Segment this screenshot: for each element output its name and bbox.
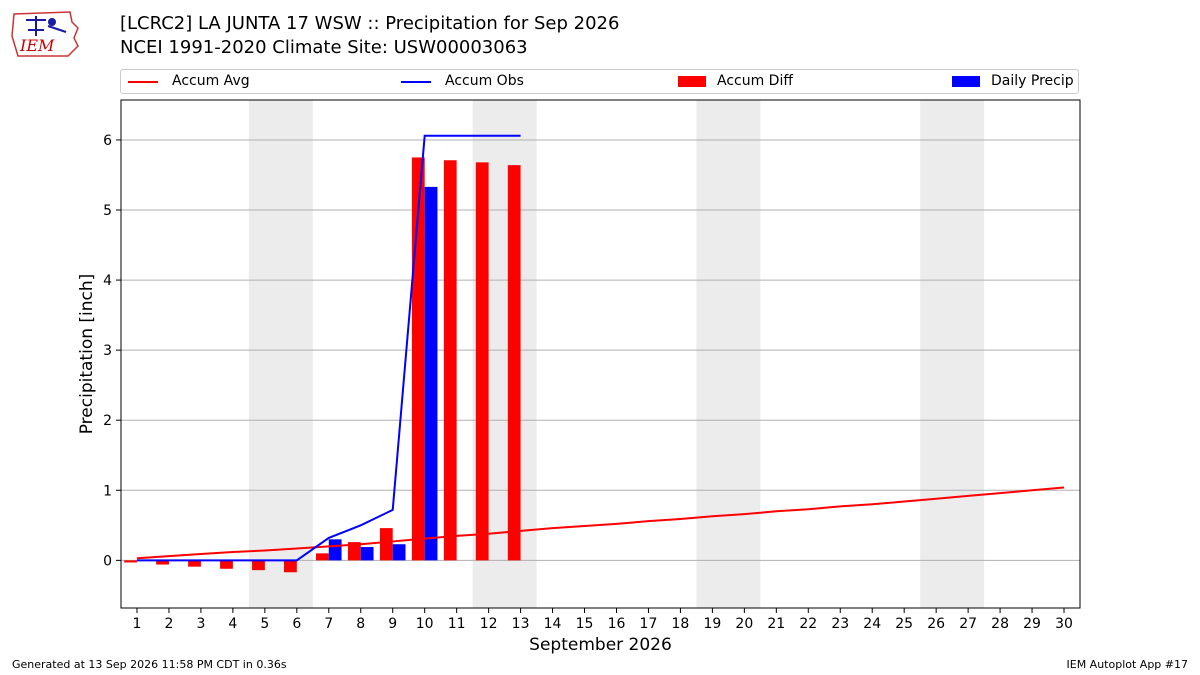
y-tick-label: 1 — [103, 483, 112, 499]
x-tick-label: 29 — [1023, 616, 1041, 632]
x-tick-label: 7 — [324, 616, 333, 632]
daily-precip-bar — [392, 544, 406, 561]
accum-diff-bar — [156, 560, 169, 565]
x-tick-label: 13 — [512, 616, 530, 632]
y-tick-label: 5 — [103, 203, 112, 219]
logo-text: IEM — [19, 36, 55, 55]
accum-diff-bar — [443, 160, 457, 561]
accum-diff-bar — [507, 165, 521, 561]
accum-diff-bar — [188, 560, 201, 567]
x-tick-label: 9 — [388, 616, 397, 632]
x-tick-label: 27 — [959, 616, 977, 632]
accum-diff-bar — [220, 560, 233, 569]
accum-diff-bar — [475, 162, 489, 561]
weekend-band — [696, 100, 761, 608]
app-label: IEM Autoplot App #17 — [1066, 658, 1189, 671]
x-axis-label: September 2026 — [529, 635, 672, 655]
x-tick-label: 17 — [640, 616, 658, 632]
legend-label: Accum Diff — [717, 73, 794, 89]
accum-avg-line — [136, 486, 1065, 560]
y-tick-label: 6 — [103, 133, 112, 149]
y-tick-label: 4 — [103, 273, 112, 289]
y-tick-label: 3 — [103, 343, 112, 359]
plot-frame — [120, 99, 1081, 609]
x-tick-label: 16 — [608, 616, 626, 632]
accum-diff-bar — [315, 553, 329, 561]
accum-diff-bar — [284, 560, 297, 573]
y-tick-label: 2 — [103, 413, 112, 429]
y-tick-label: 0 — [103, 553, 112, 569]
accum-diff-bar — [379, 528, 393, 561]
accum-diff-bar — [252, 560, 265, 571]
daily-precip-bar — [328, 539, 342, 561]
daily-precip-bar — [424, 186, 438, 561]
x-tick-label: 12 — [480, 616, 498, 632]
x-tick-label: 5 — [260, 616, 269, 632]
chart-subtitle: NCEI 1991-2020 Climate Site: USW00003063 — [120, 37, 528, 58]
legend-swatch — [678, 76, 706, 87]
x-tick-label: 8 — [356, 616, 365, 632]
x-tick-label: 4 — [228, 616, 237, 632]
x-tick-label: 3 — [196, 616, 205, 632]
x-tick-label: 10 — [416, 616, 434, 632]
x-tick-label: 26 — [927, 616, 945, 632]
legend: Accum Avg Accum Obs Accum Diff Daily Pre… — [120, 69, 1079, 94]
chart-title: [LCRC2] LA JUNTA 17 WSW :: Precipitation… — [120, 13, 620, 34]
daily-precip-bar — [360, 547, 374, 561]
x-tick-label: 2 — [164, 616, 173, 632]
legend-swatch — [128, 81, 158, 83]
x-tick-label: 21 — [767, 616, 785, 632]
x-tick-label: 19 — [703, 616, 721, 632]
x-tick-label: 15 — [576, 616, 594, 632]
weekend-band — [248, 100, 313, 608]
y-axis-label: Precipitation [inch] — [77, 274, 97, 435]
accum-diff-bar — [124, 560, 137, 563]
iem-logo: IEM — [11, 11, 79, 57]
generated-note: Generated at 13 Sep 2026 11:58 PM CDT in… — [12, 658, 287, 671]
x-tick-label: 6 — [292, 616, 301, 632]
legend-label: Accum Obs — [445, 73, 524, 89]
x-tick-label: 28 — [991, 616, 1009, 632]
x-tick-label: 30 — [1055, 616, 1073, 632]
legend-swatch — [401, 81, 431, 83]
x-tick-label: 1 — [133, 616, 142, 632]
accum-obs-line — [136, 134, 521, 562]
x-tick-label: 22 — [799, 616, 817, 632]
x-tick-label: 23 — [831, 616, 849, 632]
accum-diff-bar — [347, 542, 361, 561]
x-tick-label: 20 — [735, 616, 753, 632]
x-tick-label: 25 — [895, 616, 913, 632]
x-tick-label: 14 — [544, 616, 562, 632]
x-tick-label: 18 — [672, 616, 690, 632]
legend-label: Daily Precip — [991, 73, 1074, 89]
legend-swatch — [952, 76, 980, 87]
legend-label: Accum Avg — [172, 73, 250, 89]
x-tick-label: 11 — [448, 616, 466, 632]
x-tick-label: 24 — [863, 616, 881, 632]
weekend-band — [920, 100, 985, 608]
